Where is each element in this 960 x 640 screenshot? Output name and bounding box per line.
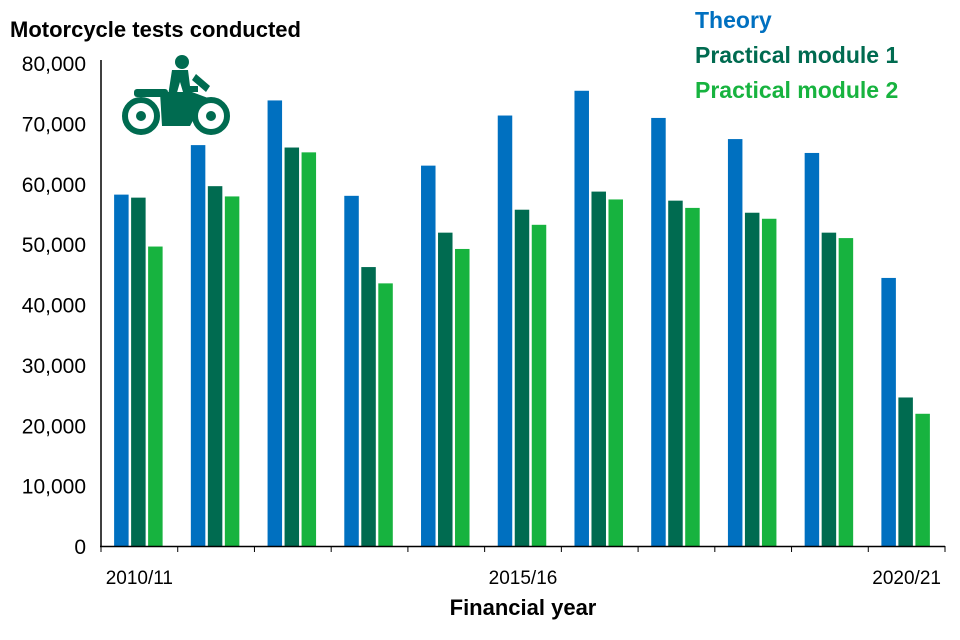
legend-entry: Theory [695,7,772,33]
bar-practical-module-2-2013-14 [378,283,393,546]
bar-practical-module-2-2012-13 [301,152,317,547]
bar-theory-2011-12 [190,145,206,547]
bar-practical-module-1-2019-20 [821,232,837,546]
bar-theory-2013-14 [344,195,359,546]
chart-title: Motorcycle tests conducted [10,17,301,42]
bar-theory-2017-18 [651,117,666,546]
y-tick-label: 20,000 [22,415,86,438]
bar-practical-module-1-2018-19 [744,212,760,547]
bar-practical-module-1-2016-17 [591,191,606,546]
bar-theory-2020-21 [881,277,896,546]
y-tick-label: 50,000 [22,234,86,257]
bar-practical-module-2-2020-21 [915,413,930,546]
x-tick-label: 2015/16 [489,568,558,589]
bar-practical-module-2-2015-16 [531,224,547,546]
y-tick-label: 80,000 [22,53,86,76]
bar-theory-2018-19 [727,139,743,546]
bar-practical-module-2-2016-17 [608,199,623,546]
y-tick-label: 30,000 [22,355,86,378]
x-tick-label: 2010/11 [106,568,173,589]
y-tick-label: 10,000 [22,476,86,499]
bar-practical-module-1-2012-13 [284,147,300,546]
bar-practical-module-1-2015-16 [514,209,530,546]
bar-practical-module-2-2018-19 [761,218,777,546]
bar-practical-module-2-2014-15 [455,248,470,546]
bar-practical-module-1-2013-14 [361,267,376,546]
y-tick-label: 40,000 [22,295,86,318]
bar-practical-module-2-2010-11 [148,246,163,547]
bar-theory-2015-16 [497,115,513,547]
y-tick-label: 60,000 [22,174,86,197]
bar-practical-module-1-2014-15 [438,232,453,546]
bar-practical-module-2-2019-20 [838,238,854,546]
bar-theory-2010-11 [114,194,129,546]
bar-practical-module-1-2017-18 [668,200,683,546]
bar-practical-module-2-2017-18 [685,207,700,546]
bar-practical-module-1-2020-21 [898,397,913,546]
bar-theory-2019-20 [804,152,820,547]
bar-practical-module-1-2010-11 [131,197,146,547]
bar-theory-2012-13 [267,100,283,547]
legend-entry: Practical module 2 [695,77,898,103]
y-tick-label: 0 [74,536,86,559]
motorcycle-icon [122,55,230,135]
bar-theory-2016-17 [574,90,589,547]
y-tick-label: 70,000 [22,113,86,136]
bar-theory-2014-15 [421,165,436,546]
bar-practical-module-2-2011-12 [224,196,240,546]
x-tick-label: 2020/21 [872,568,941,589]
x-axis-label: Financial year [450,595,597,620]
bar-practical-module-1-2011-12 [207,186,223,547]
legend-entry: Practical module 1 [695,42,898,68]
